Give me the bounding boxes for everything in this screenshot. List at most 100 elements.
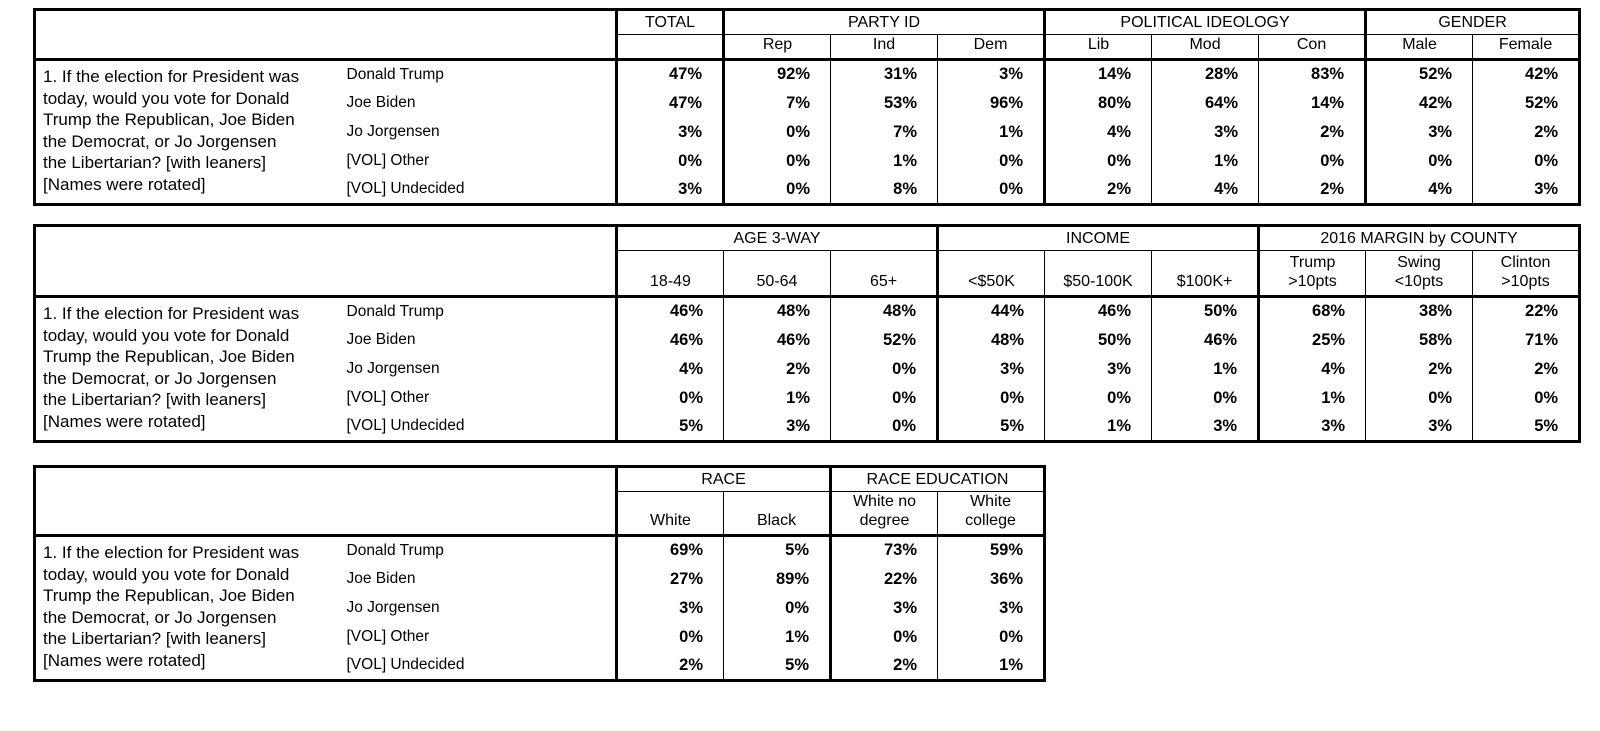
value-cell: 50% <box>1044 325 1153 355</box>
value-cell: 46% <box>616 296 724 326</box>
row-label: [VOL] Other <box>344 622 618 652</box>
value-cell: 5% <box>1472 412 1581 442</box>
value-cell: 50% <box>1151 296 1261 326</box>
table-row: [VOL] Other 0% 0% 1% 0% 0% 1% 0% 0% 0% <box>35 146 1581 176</box>
value-cell: 5% <box>723 535 833 565</box>
column-header-ind: Ind <box>830 34 938 61</box>
table-row: [VOL] Undecided 2% 5% 2% 1% <box>35 651 1046 681</box>
value-cell: 1% <box>1044 412 1153 442</box>
value-cell: 68% <box>1258 296 1367 326</box>
value-cell: 1% <box>723 622 833 652</box>
group-header-total: TOTAL <box>616 9 725 35</box>
column-header-trump-over-10pts: Trump >10pts <box>1258 250 1367 298</box>
value-cell: 1% <box>723 383 831 413</box>
value-cell: 3% <box>616 117 725 147</box>
value-cell: 7% <box>723 88 831 118</box>
value-cell: 0% <box>616 622 724 652</box>
value-cell: 0% <box>723 146 831 176</box>
row-label: [VOL] Other <box>344 146 618 176</box>
value-cell: 73% <box>830 535 939 565</box>
table-row: [VOL] Other 0% 1% 0% 0% 0% 0% 1% 0% 0% <box>35 383 1581 413</box>
value-cell: 0% <box>723 593 833 623</box>
value-cell: 0% <box>1472 383 1581 413</box>
group-header-political-ideology: POLITICAL IDEOLOGY <box>1044 9 1368 35</box>
row-label: Jo Jorgensen <box>344 117 618 147</box>
value-cell: 8% <box>830 175 938 205</box>
value-cell: 4% <box>616 354 724 384</box>
column-header-50-100k: $50-100K <box>1044 250 1153 298</box>
value-cell: 3% <box>937 354 1046 384</box>
row-label: [VOL] Undecided <box>344 175 618 205</box>
value-cell: 0% <box>830 622 939 652</box>
value-cell: 92% <box>723 59 831 89</box>
column-header-clinton-over-10pts: Clinton >10pts <box>1472 250 1581 298</box>
value-cell: 52% <box>1365 59 1474 89</box>
corner-cell <box>34 225 618 298</box>
row-label: Jo Jorgensen <box>344 354 618 384</box>
table-row: 1. If the election for President was tod… <box>35 535 1046 670</box>
table-row: Joe Biden 46% 46% 52% 48% 50% 46% 25% 58… <box>35 325 1581 355</box>
value-cell: 5% <box>723 651 833 681</box>
value-cell: 83% <box>1258 59 1368 89</box>
question-text: 1. If the election for President was tod… <box>43 543 300 670</box>
value-cell: 3% <box>1044 354 1153 384</box>
value-cell: 2% <box>1472 354 1581 384</box>
value-cell: 0% <box>1258 146 1368 176</box>
column-header-con: Con <box>1258 34 1368 61</box>
table-row: 1. If the election for President was tod… <box>35 296 1581 431</box>
value-cell: 47% <box>616 59 725 89</box>
value-cell: 0% <box>937 383 1046 413</box>
table-row: Jo Jorgensen 4% 2% 0% 3% 3% 1% 4% 2% 2% <box>35 354 1581 384</box>
row-label: Donald Trump <box>344 296 618 326</box>
group-header-party-id: PARTY ID <box>723 9 1047 35</box>
value-cell: 1% <box>937 651 1046 681</box>
value-cell: 52% <box>1472 88 1581 118</box>
value-cell: 46% <box>723 325 831 355</box>
column-header-black: Black <box>723 491 833 537</box>
value-cell: 58% <box>1365 325 1474 355</box>
value-cell: 0% <box>830 383 940 413</box>
table-row: [VOL] Other 0% 1% 0% 0% <box>35 622 1046 652</box>
table-row: 1. If the election for President was tod… <box>35 59 1581 194</box>
question-text: 1. If the election for President was tod… <box>43 67 300 194</box>
corner-cell <box>34 466 618 537</box>
value-cell: 2% <box>1258 175 1368 205</box>
crosstab-table-3: RACE RACE EDUCATION White Black White no… <box>33 465 1047 682</box>
crosstab-table-2: AGE 3-WAY INCOME 2016 MARGIN by COUNTY 1… <box>33 224 1582 443</box>
column-header-white-no-degree: White no degree <box>830 491 939 537</box>
value-cell: 3% <box>1151 412 1261 442</box>
column-header-rep: Rep <box>723 34 831 61</box>
value-cell: 0% <box>1365 383 1474 413</box>
value-cell: 7% <box>830 117 938 147</box>
value-cell: 3% <box>937 593 1046 623</box>
group-header-income: INCOME <box>937 225 1261 251</box>
value-cell: 38% <box>1365 296 1474 326</box>
value-cell: 0% <box>1044 383 1153 413</box>
value-cell: 42% <box>1365 88 1474 118</box>
value-cell: 2% <box>1365 354 1474 384</box>
value-cell: 3% <box>616 593 724 623</box>
question-text: 1. If the election for President was tod… <box>43 304 300 431</box>
value-cell: 46% <box>1151 325 1261 355</box>
row-label: Joe Biden <box>344 564 618 594</box>
value-cell: 1% <box>1258 383 1367 413</box>
value-cell: 2% <box>1472 117 1581 147</box>
table-row: Joe Biden 27% 89% 22% 36% <box>35 564 1046 594</box>
crosstab-table-1: TOTAL PARTY ID POLITICAL IDEOLOGY GENDER… <box>33 8 1582 206</box>
column-header-white-college: White college <box>937 491 1046 537</box>
column-header-swing-under-10pts: Swing <10pts <box>1365 250 1474 298</box>
value-cell: 3% <box>1258 412 1367 442</box>
value-cell: 22% <box>1472 296 1581 326</box>
value-cell: 0% <box>830 354 940 384</box>
row-label: Joe Biden <box>344 88 618 118</box>
value-cell: 3% <box>1365 412 1474 442</box>
column-header-mod: Mod <box>1151 34 1260 61</box>
value-cell: 48% <box>937 325 1046 355</box>
value-cell: 3% <box>616 175 725 205</box>
value-cell: 0% <box>830 412 940 442</box>
value-cell: 0% <box>616 146 725 176</box>
value-cell: 5% <box>937 412 1046 442</box>
value-cell: 3% <box>1472 175 1581 205</box>
group-header-age-3-way: AGE 3-WAY <box>616 225 940 251</box>
column-header-dem: Dem <box>937 34 1047 61</box>
